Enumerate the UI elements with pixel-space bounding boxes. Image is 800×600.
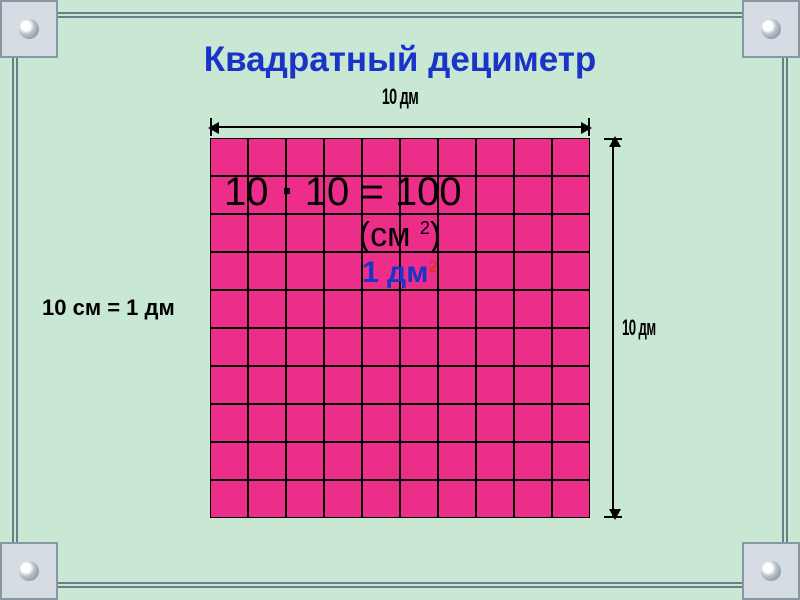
grid-cell — [248, 480, 286, 518]
grid-cell — [324, 404, 362, 442]
dimension-top-label: 10 дм — [277, 84, 524, 110]
grid-cell — [438, 480, 476, 518]
grid-cell — [438, 290, 476, 328]
corner-bolt-icon — [742, 542, 800, 600]
grid-cell — [324, 480, 362, 518]
grid-cell — [210, 328, 248, 366]
grid-cell — [210, 404, 248, 442]
grid-cell — [476, 442, 514, 480]
grid-cell — [476, 366, 514, 404]
grid-cell — [362, 404, 400, 442]
grid-cell — [438, 328, 476, 366]
grid-cell — [248, 442, 286, 480]
left-equivalence-label: 10 см = 1 дм — [42, 295, 175, 321]
dimension-right-label: 10 дм — [622, 138, 655, 518]
grid-cell — [362, 290, 400, 328]
grid-cell — [514, 328, 552, 366]
dimension-top-arrow — [210, 110, 590, 134]
grid-cell — [210, 480, 248, 518]
grid-cell — [476, 480, 514, 518]
grid-cell — [362, 442, 400, 480]
equation-product: 10 10 = 100 — [224, 170, 462, 215]
grid-cell — [438, 404, 476, 442]
eq-result: 100 — [395, 170, 462, 214]
grid-cell — [476, 176, 514, 214]
grid-cell — [248, 366, 286, 404]
grid-cell — [248, 290, 286, 328]
grid-cell — [362, 366, 400, 404]
grid-cell — [286, 442, 324, 480]
grid-cell — [324, 328, 362, 366]
grid-cell — [324, 442, 362, 480]
grid-cell — [324, 290, 362, 328]
grid-cell — [400, 404, 438, 442]
grid-cell — [210, 290, 248, 328]
grid-cell — [552, 138, 590, 176]
eq-factor-a: 10 — [224, 170, 269, 214]
grid-cell — [438, 366, 476, 404]
grid-cell — [248, 328, 286, 366]
grid-cell — [400, 328, 438, 366]
equation-unit: (см 2) — [210, 216, 590, 255]
grid-cell — [552, 480, 590, 518]
grid-cell — [552, 176, 590, 214]
grid-cell — [552, 442, 590, 480]
grid-cell — [552, 328, 590, 366]
grid-cell — [362, 328, 400, 366]
grid-cell — [514, 480, 552, 518]
grid-cell — [286, 404, 324, 442]
slide-frame: Квадратный дециметр 10 дм 10 дм 10 см = … — [0, 0, 800, 600]
grid-cell — [324, 366, 362, 404]
grid-cell — [514, 290, 552, 328]
eq-factor-b: 10 — [305, 170, 350, 214]
grid-cell — [400, 442, 438, 480]
grid-cell — [286, 328, 324, 366]
grid-cell — [438, 442, 476, 480]
grid-cell — [514, 442, 552, 480]
grid-cell — [514, 366, 552, 404]
grid-cell — [514, 404, 552, 442]
grid-cell — [248, 404, 286, 442]
grid-cell — [552, 290, 590, 328]
page-title: Квадратный дециметр — [0, 40, 800, 80]
corner-bolt-icon — [0, 542, 58, 600]
grid-cell — [286, 480, 324, 518]
equation-result-unit: 1 дм2 — [210, 256, 590, 290]
grid-cell — [286, 366, 324, 404]
grid-cell — [514, 176, 552, 214]
multiply-dot-icon — [284, 188, 290, 194]
grid-cell — [476, 290, 514, 328]
grid-cell — [400, 366, 438, 404]
grid-cell — [476, 404, 514, 442]
grid-cell — [476, 138, 514, 176]
grid-cell — [362, 480, 400, 518]
grid-cell — [514, 138, 552, 176]
grid-cell — [552, 366, 590, 404]
grid-cell — [400, 480, 438, 518]
grid-cell — [476, 328, 514, 366]
grid-cell — [210, 366, 248, 404]
grid-cell — [210, 442, 248, 480]
grid-cell — [552, 404, 590, 442]
grid-cell — [400, 290, 438, 328]
grid-cell — [286, 290, 324, 328]
